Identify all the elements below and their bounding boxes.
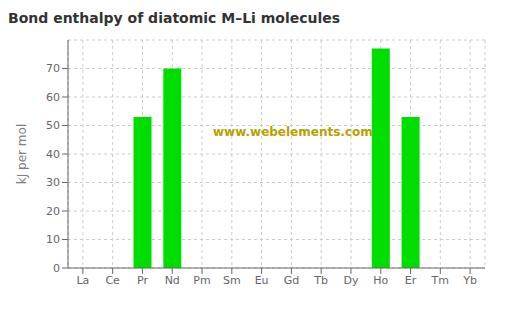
svg-text:Gd: Gd [284,274,300,287]
svg-text:Sm: Sm [223,274,241,287]
svg-text:10: 10 [46,233,60,246]
svg-text:kJ per mol: kJ per mol [15,124,29,184]
svg-text:Dy: Dy [343,274,358,287]
svg-text:Nd: Nd [165,274,180,287]
html-text:Bond enthalpy of diatomic M–Li: Bond enthalpy of diatomic M–Li molecules [8,10,341,26]
svg-text:Eu: Eu [255,274,269,287]
html-text:www.webelements.com: www.webelements.com [213,125,373,139]
svg-text:Pr: Pr [137,274,148,287]
svg-text:Ho: Ho [373,274,388,287]
svg-text:60: 60 [46,91,60,104]
svg-text:Tm: Tm [431,274,449,287]
svg-text:Ce: Ce [105,274,120,287]
svg-text:Tb: Tb [313,274,328,287]
svg-text:50: 50 [46,119,60,132]
svg-text:La: La [76,274,89,287]
svg-text:0: 0 [53,262,60,275]
svg-text:30: 30 [46,176,60,189]
svg-text:20: 20 [46,205,60,218]
svg-text:Pm: Pm [193,274,210,287]
svg-text:Er: Er [405,274,417,287]
svg-text:70: 70 [46,62,60,75]
svg-text:40: 40 [46,148,60,161]
svg-text:Yb: Yb [462,274,477,287]
